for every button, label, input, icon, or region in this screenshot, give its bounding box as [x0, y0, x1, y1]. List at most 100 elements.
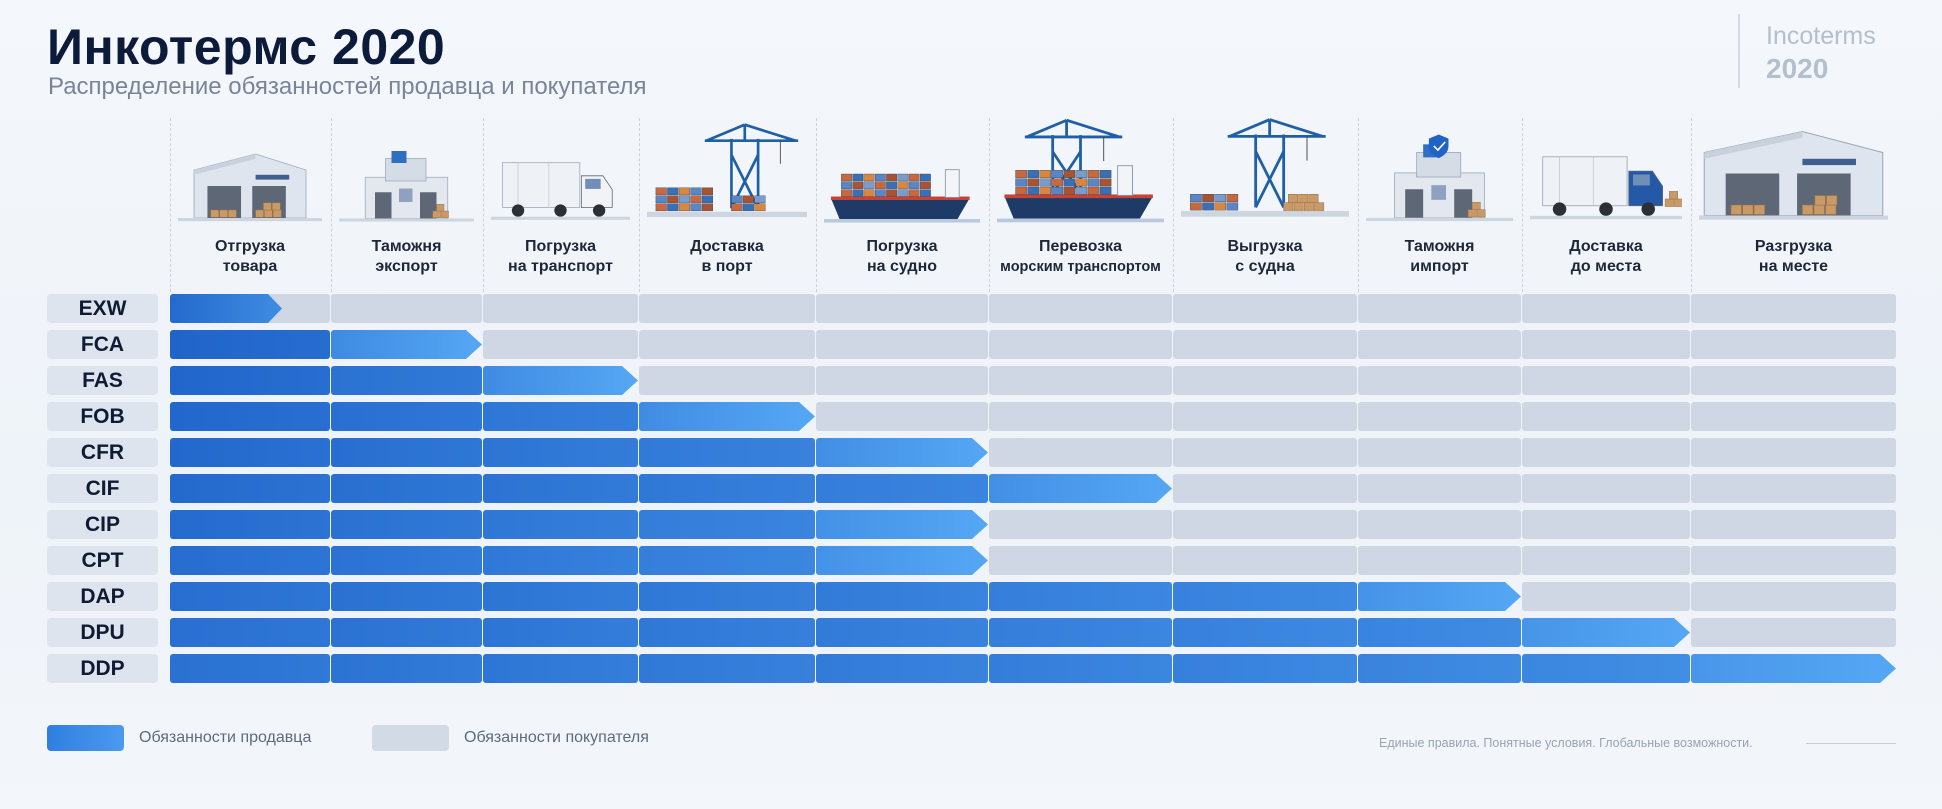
stage-label: Погрузка на транспорт	[483, 237, 638, 283]
customs-building-icon	[339, 100, 474, 226]
term-code-fob: FOB	[47, 402, 158, 431]
stage-label-line2: товара	[222, 258, 278, 275]
brand-logo: Incoterms 2020	[1738, 14, 1876, 88]
seller-cell	[816, 474, 988, 503]
buyer-cell	[1691, 474, 1896, 503]
column-divider	[170, 118, 171, 292]
term-code-cif: CIF	[47, 474, 158, 503]
buyer-cell	[989, 366, 1172, 395]
term-code-cpt: CPT	[47, 546, 158, 575]
buyer-cell	[639, 366, 815, 395]
buyer-cell	[1522, 546, 1690, 575]
seller-cell	[331, 582, 482, 611]
seller-cell	[170, 402, 330, 431]
buyer-cell	[1173, 402, 1357, 431]
brand-line2: 2020	[1766, 53, 1829, 84]
stage-label-line1: Выгрузка	[1227, 238, 1303, 255]
page-subtitle: Распределение обязанностей продавца и по…	[48, 73, 647, 100]
seller-cell	[989, 654, 1172, 683]
stage-label-line2: импорт	[1410, 258, 1469, 275]
term-code-exw: EXW	[47, 294, 158, 323]
seller-cell	[816, 510, 988, 539]
seller-cell	[331, 330, 482, 359]
seller-cell	[483, 654, 638, 683]
seller-cell	[170, 654, 330, 683]
stage-label-line2: морским транспортом	[1000, 259, 1161, 275]
stage-label-line2: до места	[1570, 258, 1642, 275]
seller-cell	[170, 330, 330, 359]
buyer-cell	[816, 402, 988, 431]
seller-cell	[331, 546, 482, 575]
seller-cell	[483, 582, 638, 611]
buyer-cell	[1358, 366, 1521, 395]
stage-label: Таможня экспорт	[331, 237, 482, 283]
buyer-cell	[1691, 582, 1896, 611]
stage-label-line2: на транспорт	[508, 258, 613, 275]
seller-cell	[816, 654, 988, 683]
buyer-cell	[1522, 438, 1690, 467]
stage-label-line1: Таможня	[1404, 238, 1475, 255]
buyer-cell	[1522, 582, 1690, 611]
stage-label: Отгрузка товара	[170, 237, 330, 283]
stage-label-line2: с судна	[1235, 258, 1295, 275]
seller-cell	[170, 618, 330, 647]
seller-cell	[170, 546, 330, 575]
seller-cell	[331, 618, 482, 647]
buyer-cell	[1522, 402, 1690, 431]
seller-cell	[816, 546, 988, 575]
seller-cell	[170, 438, 330, 467]
customs-import-icon	[1366, 100, 1513, 226]
buyer-cell	[816, 294, 988, 323]
stage-label: Погрузка на судно	[816, 237, 988, 283]
stage-label-line1: Отгрузка	[214, 238, 286, 255]
seller-cell	[483, 474, 638, 503]
seller-cell	[1522, 618, 1690, 647]
buyer-cell	[1358, 294, 1521, 323]
seller-cell	[1691, 654, 1896, 683]
seller-cell	[483, 618, 638, 647]
buyer-cell	[1173, 546, 1357, 575]
stage-label-line1: Таможня	[371, 238, 442, 255]
seller-cell	[816, 582, 988, 611]
stage-label-line2: на месте	[1758, 258, 1829, 275]
buyer-cell	[1691, 438, 1896, 467]
footer-tagline: Единые правила. Понятные условия. Глобал…	[1379, 736, 1753, 750]
stage-label-line1: Погрузка	[524, 238, 597, 255]
legend-buyer-swatch	[372, 725, 449, 751]
buyer-cell	[1358, 438, 1521, 467]
seller-cell	[816, 438, 988, 467]
buyer-cell	[1358, 510, 1521, 539]
buyer-cell	[483, 294, 638, 323]
legend-buyer-label: Обязанности покупателя	[464, 729, 649, 746]
warehouse-icon	[178, 100, 322, 226]
brand-line1: Incoterms	[1766, 22, 1876, 50]
stage-label: Таможня импорт	[1358, 237, 1521, 283]
buyer-cell	[1173, 474, 1357, 503]
seller-cell-partial	[170, 294, 282, 323]
buyer-cell	[1522, 294, 1690, 323]
seller-cell	[483, 402, 638, 431]
stage-label-line1: Перевозка	[1038, 238, 1123, 255]
legend-seller-label: Обязанности продавца	[139, 729, 312, 746]
buyer-cell	[1173, 510, 1357, 539]
seller-cell	[331, 402, 482, 431]
buyer-cell	[1691, 294, 1896, 323]
buyer-cell	[989, 294, 1172, 323]
stage-label-line1: Доставка	[1569, 238, 1643, 255]
seller-cell	[639, 510, 815, 539]
seller-cell	[989, 582, 1172, 611]
footer-divider	[1806, 743, 1896, 744]
term-code-fca: FCA	[47, 330, 158, 359]
term-code-cip: CIP	[47, 510, 158, 539]
term-code-dap: DAP	[47, 582, 158, 611]
column-divider	[1522, 118, 1523, 292]
container-ship-icon	[824, 100, 980, 226]
buyer-cell	[1522, 366, 1690, 395]
stage-label: Доставка до места	[1522, 237, 1690, 283]
buyer-cell	[1691, 546, 1896, 575]
column-divider	[639, 118, 640, 292]
buyer-cell	[1358, 474, 1521, 503]
buyer-cell	[1358, 402, 1521, 431]
buyer-cell	[1358, 546, 1521, 575]
seller-cell	[483, 546, 638, 575]
